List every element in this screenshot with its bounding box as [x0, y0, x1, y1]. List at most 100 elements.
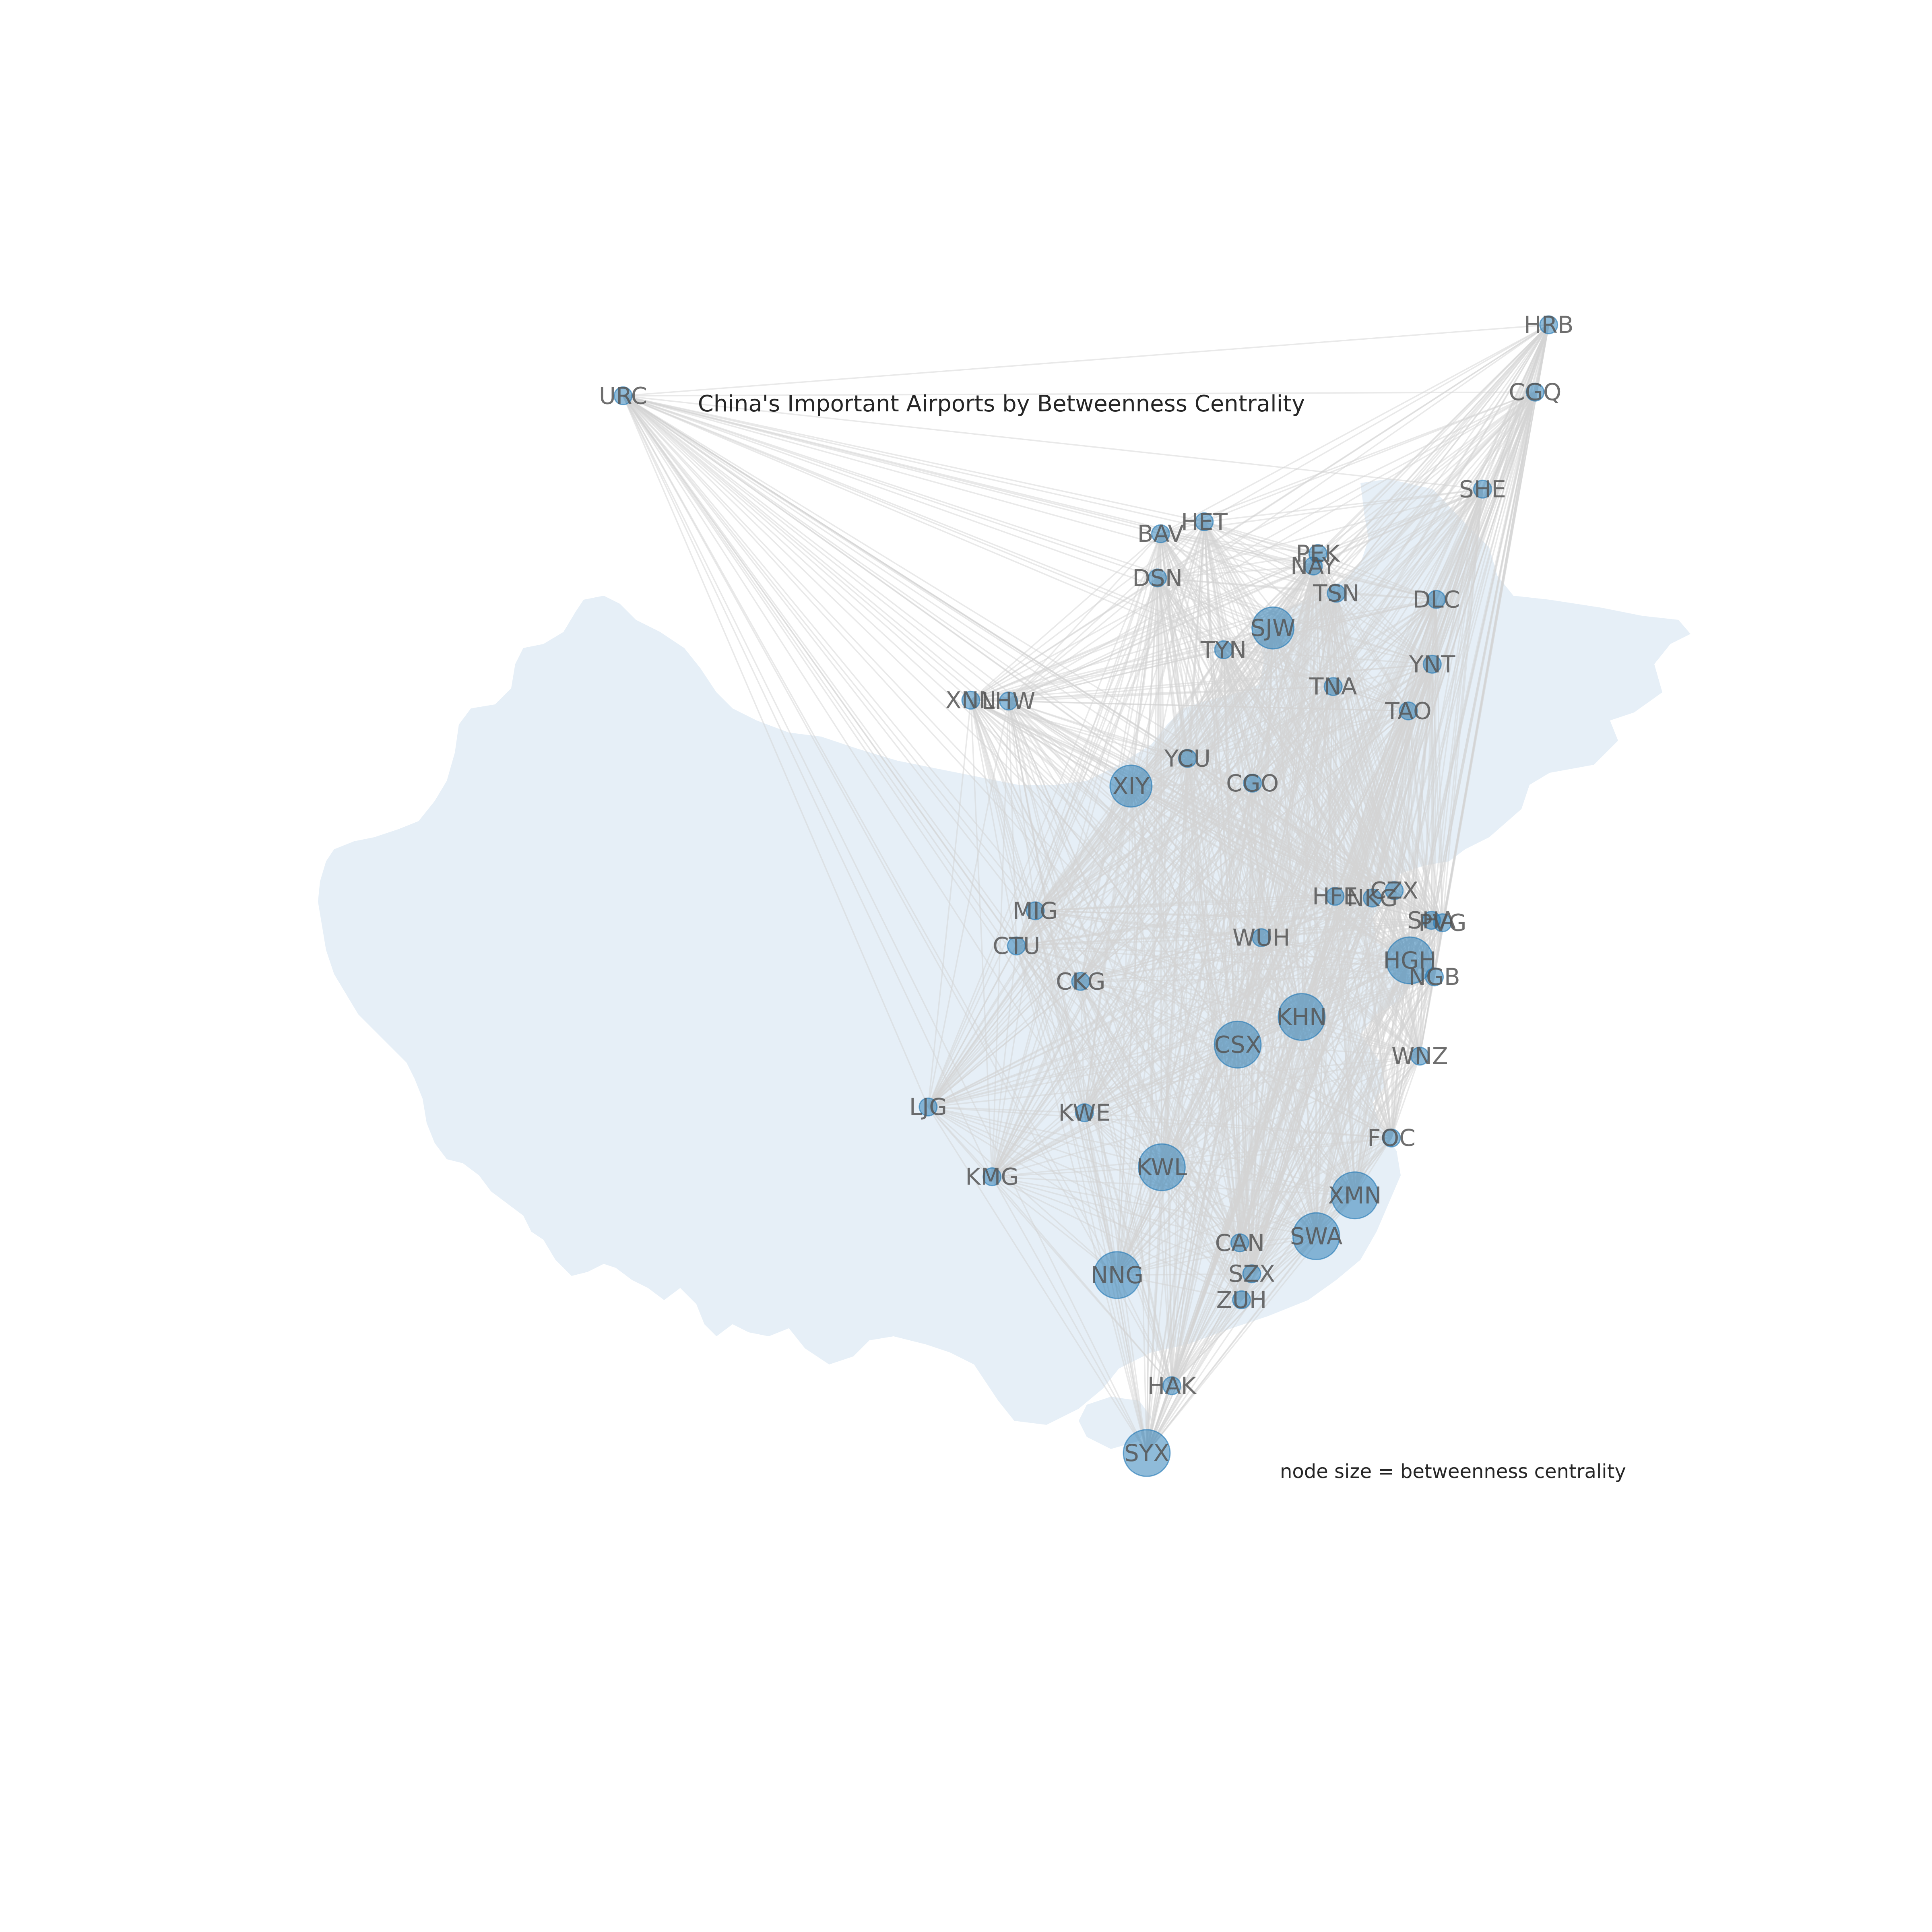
route-edge: [1161, 1167, 1242, 1300]
route-edge: [623, 324, 1549, 397]
airport-node-cgo: [1243, 774, 1262, 793]
route-edge: [1008, 700, 1131, 787]
route-edge: [1116, 786, 1132, 1275]
route-edge: [1252, 782, 1336, 897]
route-edge: [1084, 937, 1262, 1113]
route-edge: [1016, 945, 1241, 1243]
route-edge: [1084, 1055, 1420, 1114]
route-edge: [623, 395, 1205, 523]
route-edge: [1239, 937, 1262, 1243]
route-edge: [1333, 663, 1432, 687]
route-edge: [1035, 910, 1443, 924]
route-edge: [927, 980, 1081, 1108]
size-note: node size = betweenness centrality: [1280, 1460, 1626, 1483]
route-edge: [928, 1106, 1162, 1168]
route-edge: [1393, 664, 1433, 891]
route-edge: [1008, 701, 1082, 982]
airport-label-syx: SYX: [1124, 1439, 1169, 1467]
route-edge: [1419, 664, 1433, 1057]
route-edge: [1080, 937, 1262, 983]
route-edge: [1008, 700, 1262, 938]
airport-label-ctu: CTU: [993, 932, 1040, 960]
airport-label-hrb: HRB: [1524, 311, 1574, 339]
route-edge: [991, 786, 1132, 1177]
airport-node-czx: [1385, 881, 1404, 900]
route-edge: [1146, 1044, 1238, 1453]
route-edge: [970, 565, 1314, 701]
route-edge: [1203, 522, 1356, 1196]
airport-node-xmn: [1331, 1171, 1379, 1220]
route-edge: [991, 1176, 1118, 1276]
airport-label-xiy: XIY: [1113, 772, 1150, 800]
route-edge: [927, 649, 1224, 1108]
airport-node-lhw: [999, 691, 1018, 711]
route-edge: [970, 599, 1437, 701]
route-edge: [1007, 701, 1036, 911]
route-edge: [1160, 533, 1318, 555]
route-edge: [928, 1106, 1240, 1244]
route-edge: [1084, 896, 1336, 1113]
route-edge: [1261, 922, 1443, 939]
route-edge: [991, 533, 1162, 1177]
route-edge: [1008, 700, 1253, 784]
route-edge: [1171, 922, 1443, 1386]
route-edge: [928, 1106, 1252, 1275]
route-edge: [1130, 785, 1420, 1057]
route-edge: [991, 1044, 1238, 1178]
route-edge: [1035, 782, 1253, 912]
route-edge: [991, 945, 1018, 1177]
airport-node-kmg: [983, 1167, 1002, 1187]
route-edge: [623, 391, 1535, 397]
route-edge: [1435, 599, 1443, 923]
airport-label-tna: TNA: [1309, 673, 1357, 700]
route-edge: [1034, 785, 1132, 911]
route-edge: [1261, 710, 1409, 938]
route-edge: [1016, 945, 1242, 1300]
route-edge: [623, 395, 1333, 687]
route-edge: [970, 700, 1262, 938]
airport-node-wnz: [1410, 1046, 1429, 1066]
airport-label-hak: HAK: [1148, 1372, 1197, 1399]
airport-label-ljg: LJG: [909, 1093, 947, 1121]
route-edge: [1252, 782, 1432, 921]
route-edge: [1016, 686, 1334, 947]
airport-label-dsn: DSN: [1132, 564, 1183, 592]
route-edge: [1016, 945, 1420, 1057]
route-edge: [1301, 1017, 1317, 1236]
airport-node-ljg: [919, 1097, 938, 1117]
route-edge: [1239, 1243, 1243, 1300]
route-edges: [622, 324, 1550, 1454]
route-edge: [1204, 488, 1483, 523]
route-edge: [1252, 782, 1410, 961]
route-edge: [1080, 981, 1163, 1168]
route-edge: [1146, 976, 1435, 1453]
route-edge: [1171, 1243, 1241, 1386]
route-edge: [1146, 1243, 1241, 1453]
route-edge: [1146, 1299, 1242, 1453]
route-edge: [1204, 521, 1314, 567]
airport-node-khn: [1278, 993, 1326, 1041]
route-edge: [1131, 710, 1409, 787]
route-edge: [1160, 391, 1536, 535]
route-edge: [1237, 1044, 1356, 1196]
airport-label-tao: TAO: [1385, 697, 1431, 724]
route-edge: [991, 578, 1158, 1177]
route-edge: [1008, 627, 1274, 702]
route-edge: [1008, 577, 1158, 702]
route-edge: [1161, 1166, 1317, 1237]
route-edge: [1204, 324, 1549, 522]
route-edge: [1223, 324, 1549, 650]
route-edge: [991, 1176, 1148, 1453]
route-edge: [1171, 1236, 1317, 1387]
route-edge: [1332, 686, 1411, 961]
route-edge: [1146, 896, 1336, 1453]
route-edge: [1335, 488, 1483, 594]
route-edge: [1116, 758, 1189, 1276]
airport-node-bav: [1151, 524, 1170, 543]
route-edge: [1008, 700, 1443, 924]
airport-label-pek: PEK: [1296, 540, 1341, 567]
route-edge: [970, 700, 993, 1177]
route-edge: [1146, 686, 1334, 1453]
route-edge: [1160, 324, 1549, 535]
airport-label-lhw: LHW: [982, 687, 1035, 715]
